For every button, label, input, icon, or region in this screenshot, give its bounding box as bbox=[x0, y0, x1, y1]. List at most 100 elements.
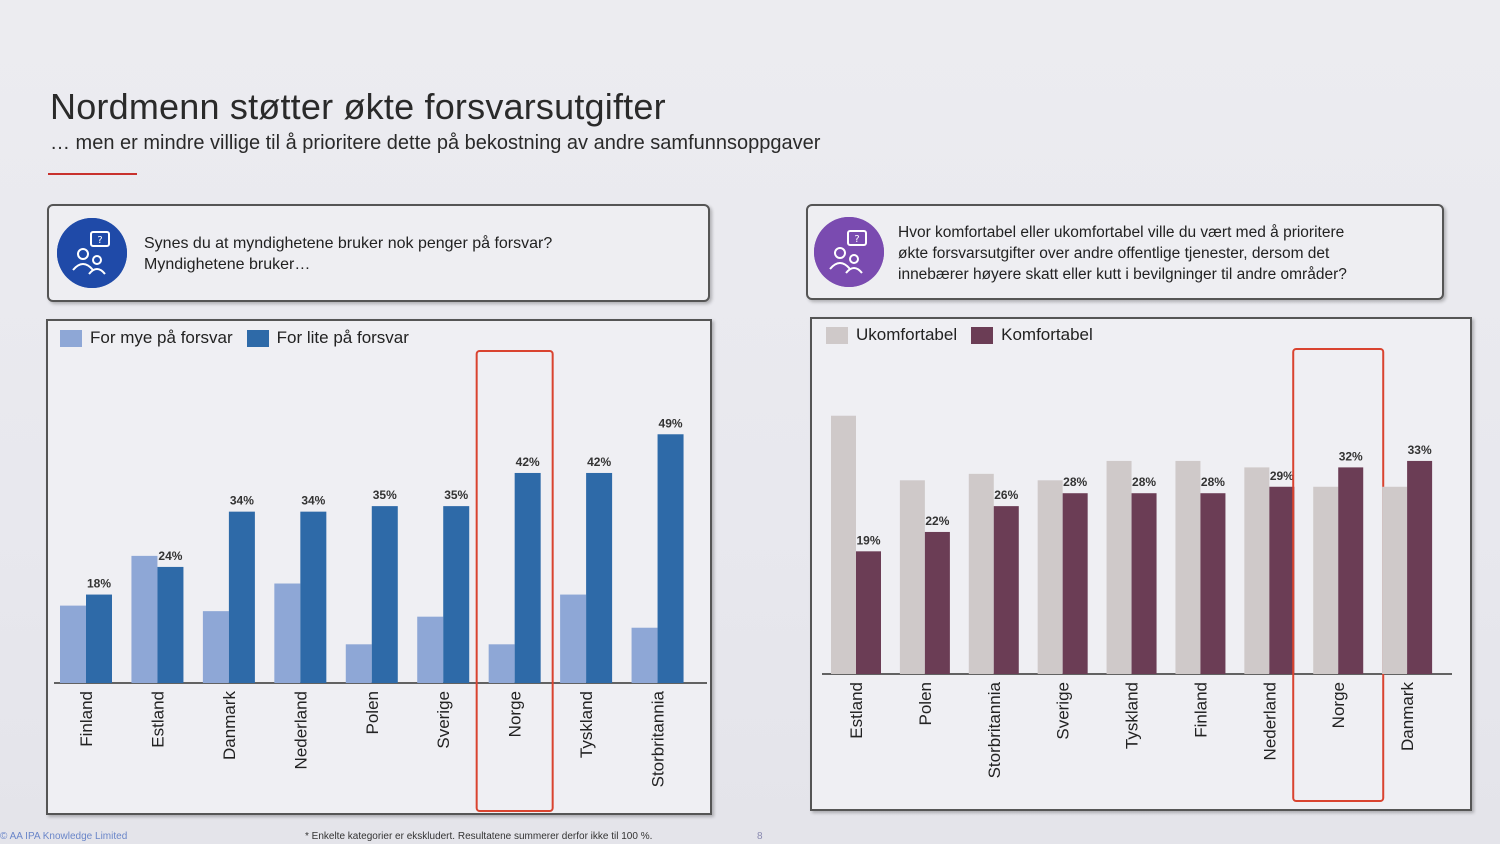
right-chart-legend: Ukomfortabel Komfortabel bbox=[826, 325, 1107, 345]
data-label: 28% bbox=[1201, 475, 1225, 489]
bar-danmark-dark bbox=[1407, 460, 1433, 674]
category-label: Danmark bbox=[1398, 682, 1417, 751]
left-chart-panel: For mye på forsvar For lite på forsvar 1… bbox=[46, 319, 712, 815]
bar-sverige-dark bbox=[443, 506, 470, 683]
bar-nederland-dark bbox=[1269, 486, 1295, 674]
bar-estland-dark bbox=[157, 566, 184, 683]
category-label: Estland bbox=[847, 682, 866, 739]
right-question-line-2: økte forsvarsutgifter over andre offentl… bbox=[898, 245, 1330, 262]
left-question-line-2: Myndighetene bruker… bbox=[144, 256, 311, 273]
bar-polen-light bbox=[345, 644, 372, 683]
category-label: Storbritannia bbox=[649, 690, 668, 787]
bar-norge-dark bbox=[514, 472, 541, 683]
bar-sverige-dark bbox=[1062, 493, 1088, 674]
page-number: 8 bbox=[757, 831, 763, 842]
bar-storbritannia-light bbox=[631, 627, 658, 683]
data-label: 29% bbox=[1270, 469, 1294, 483]
bar-estland-light bbox=[831, 415, 856, 674]
people-question-icon: ? bbox=[814, 217, 884, 287]
category-label: Norge bbox=[1329, 682, 1348, 728]
category-label: Sverige bbox=[434, 691, 453, 749]
highlight-box-norge bbox=[475, 350, 554, 812]
data-label: 42% bbox=[587, 455, 611, 469]
bar-nederland-dark bbox=[300, 511, 327, 683]
category-label: Finland bbox=[77, 691, 96, 747]
bar-polen-dark bbox=[371, 506, 398, 683]
data-label: 49% bbox=[659, 416, 683, 430]
bar-danmark-light bbox=[202, 611, 229, 683]
legend-label: For lite på forsvar bbox=[276, 328, 409, 347]
left-question-box: ? Synes du at myndighetene bruker nok pe… bbox=[47, 204, 710, 302]
legend-label: For mye på forsvar bbox=[90, 328, 233, 347]
left-chart-legend: For mye på forsvar For lite på forsvar bbox=[60, 328, 423, 348]
bar-tyskland-dark bbox=[586, 472, 613, 683]
svg-text:?: ? bbox=[97, 235, 102, 246]
bar-finland-dark bbox=[86, 594, 112, 683]
copyright-text: © AA IPA Knowledge Limited bbox=[0, 831, 128, 842]
legend-label: Ukomfortabel bbox=[856, 325, 958, 344]
bar-sverige-light bbox=[417, 616, 444, 683]
page-subtitle: … men er mindre villige til å prioritere… bbox=[50, 132, 821, 154]
data-label: 28% bbox=[1132, 475, 1156, 489]
right-question-box: ? Hvor komfortabel eller ukomfortabel vi… bbox=[806, 204, 1444, 300]
category-label: Estland bbox=[148, 691, 167, 748]
page-title: Nordmenn støtter økte forsvarsutgifter bbox=[50, 86, 666, 127]
bar-storbritannia-dark bbox=[993, 506, 1019, 674]
bar-finland-light bbox=[60, 605, 86, 683]
data-label: 32% bbox=[1339, 449, 1363, 463]
bar-norge-light bbox=[488, 644, 515, 683]
bar-estland-dark bbox=[856, 551, 881, 674]
bar-tyskland-light bbox=[1106, 460, 1132, 674]
category-label: Storbritannia bbox=[985, 681, 1004, 778]
bar-tyskland-dark bbox=[1131, 493, 1157, 674]
left-question-line-1: Synes du at myndighetene bruker nok peng… bbox=[144, 235, 553, 252]
bar-finland-light bbox=[1175, 460, 1201, 674]
legend-swatch-dark bbox=[971, 326, 994, 344]
data-label: 22% bbox=[925, 514, 949, 528]
bar-norge-dark bbox=[1338, 467, 1364, 674]
legend-swatch-light bbox=[826, 326, 848, 344]
bar-danmark-dark bbox=[228, 511, 255, 683]
data-label: 34% bbox=[301, 494, 325, 508]
right-chart-panel: Ukomfortabel Komfortabel 19% Estland 22% Po… bbox=[810, 317, 1472, 811]
data-label: 42% bbox=[516, 455, 540, 469]
legend-label: Komfortabel bbox=[1001, 325, 1093, 344]
bar-norge-light bbox=[1313, 486, 1339, 674]
bar-estland-light bbox=[131, 555, 158, 683]
bar-storbritannia-dark bbox=[657, 434, 684, 683]
category-label: Danmark bbox=[220, 691, 239, 760]
category-label: Polen bbox=[363, 691, 382, 734]
bar-storbritannia-light bbox=[968, 473, 994, 674]
category-label: Norge bbox=[506, 691, 525, 737]
data-label: 26% bbox=[994, 488, 1018, 502]
category-label: Finland bbox=[1191, 682, 1210, 738]
bar-sverige-light bbox=[1037, 480, 1063, 674]
data-label: 33% bbox=[1408, 443, 1432, 457]
legend-swatch-dark bbox=[246, 329, 269, 347]
footnote: * Enkelte kategorier er ekskludert. Resu… bbox=[305, 831, 653, 842]
bar-nederland-light bbox=[1244, 467, 1270, 674]
data-label: 35% bbox=[373, 488, 397, 502]
right-bar-chart: 19% Estland 22% Polen 26% Storbritannia 28% Sve… bbox=[822, 348, 1452, 802]
data-label: 28% bbox=[1063, 475, 1087, 489]
category-label: Sverige bbox=[1054, 682, 1073, 740]
category-label: Tyskland bbox=[577, 691, 596, 758]
bar-polen-dark bbox=[924, 531, 950, 674]
left-bar-chart: 18% Finland 24% Estland 34% Danmark 34% Nederla… bbox=[54, 350, 707, 812]
data-label: 19% bbox=[856, 533, 880, 547]
data-label: 35% bbox=[444, 488, 468, 502]
svg-text:?: ? bbox=[854, 234, 859, 245]
category-label: Nederland bbox=[1260, 682, 1279, 760]
data-label: 24% bbox=[158, 549, 182, 563]
category-label: Polen bbox=[916, 682, 935, 725]
category-label: Tyskland bbox=[1123, 682, 1142, 749]
bar-polen-light bbox=[899, 480, 925, 674]
data-label: 18% bbox=[87, 577, 111, 591]
legend-swatch-light bbox=[60, 329, 82, 347]
bar-finland-dark bbox=[1200, 493, 1226, 674]
bar-tyskland-light bbox=[560, 594, 587, 683]
people-question-icon: ? bbox=[57, 218, 127, 288]
category-label: Nederland bbox=[291, 691, 310, 769]
right-question-line-1: Hvor komfortabel eller ukomfortabel vill… bbox=[898, 224, 1345, 241]
